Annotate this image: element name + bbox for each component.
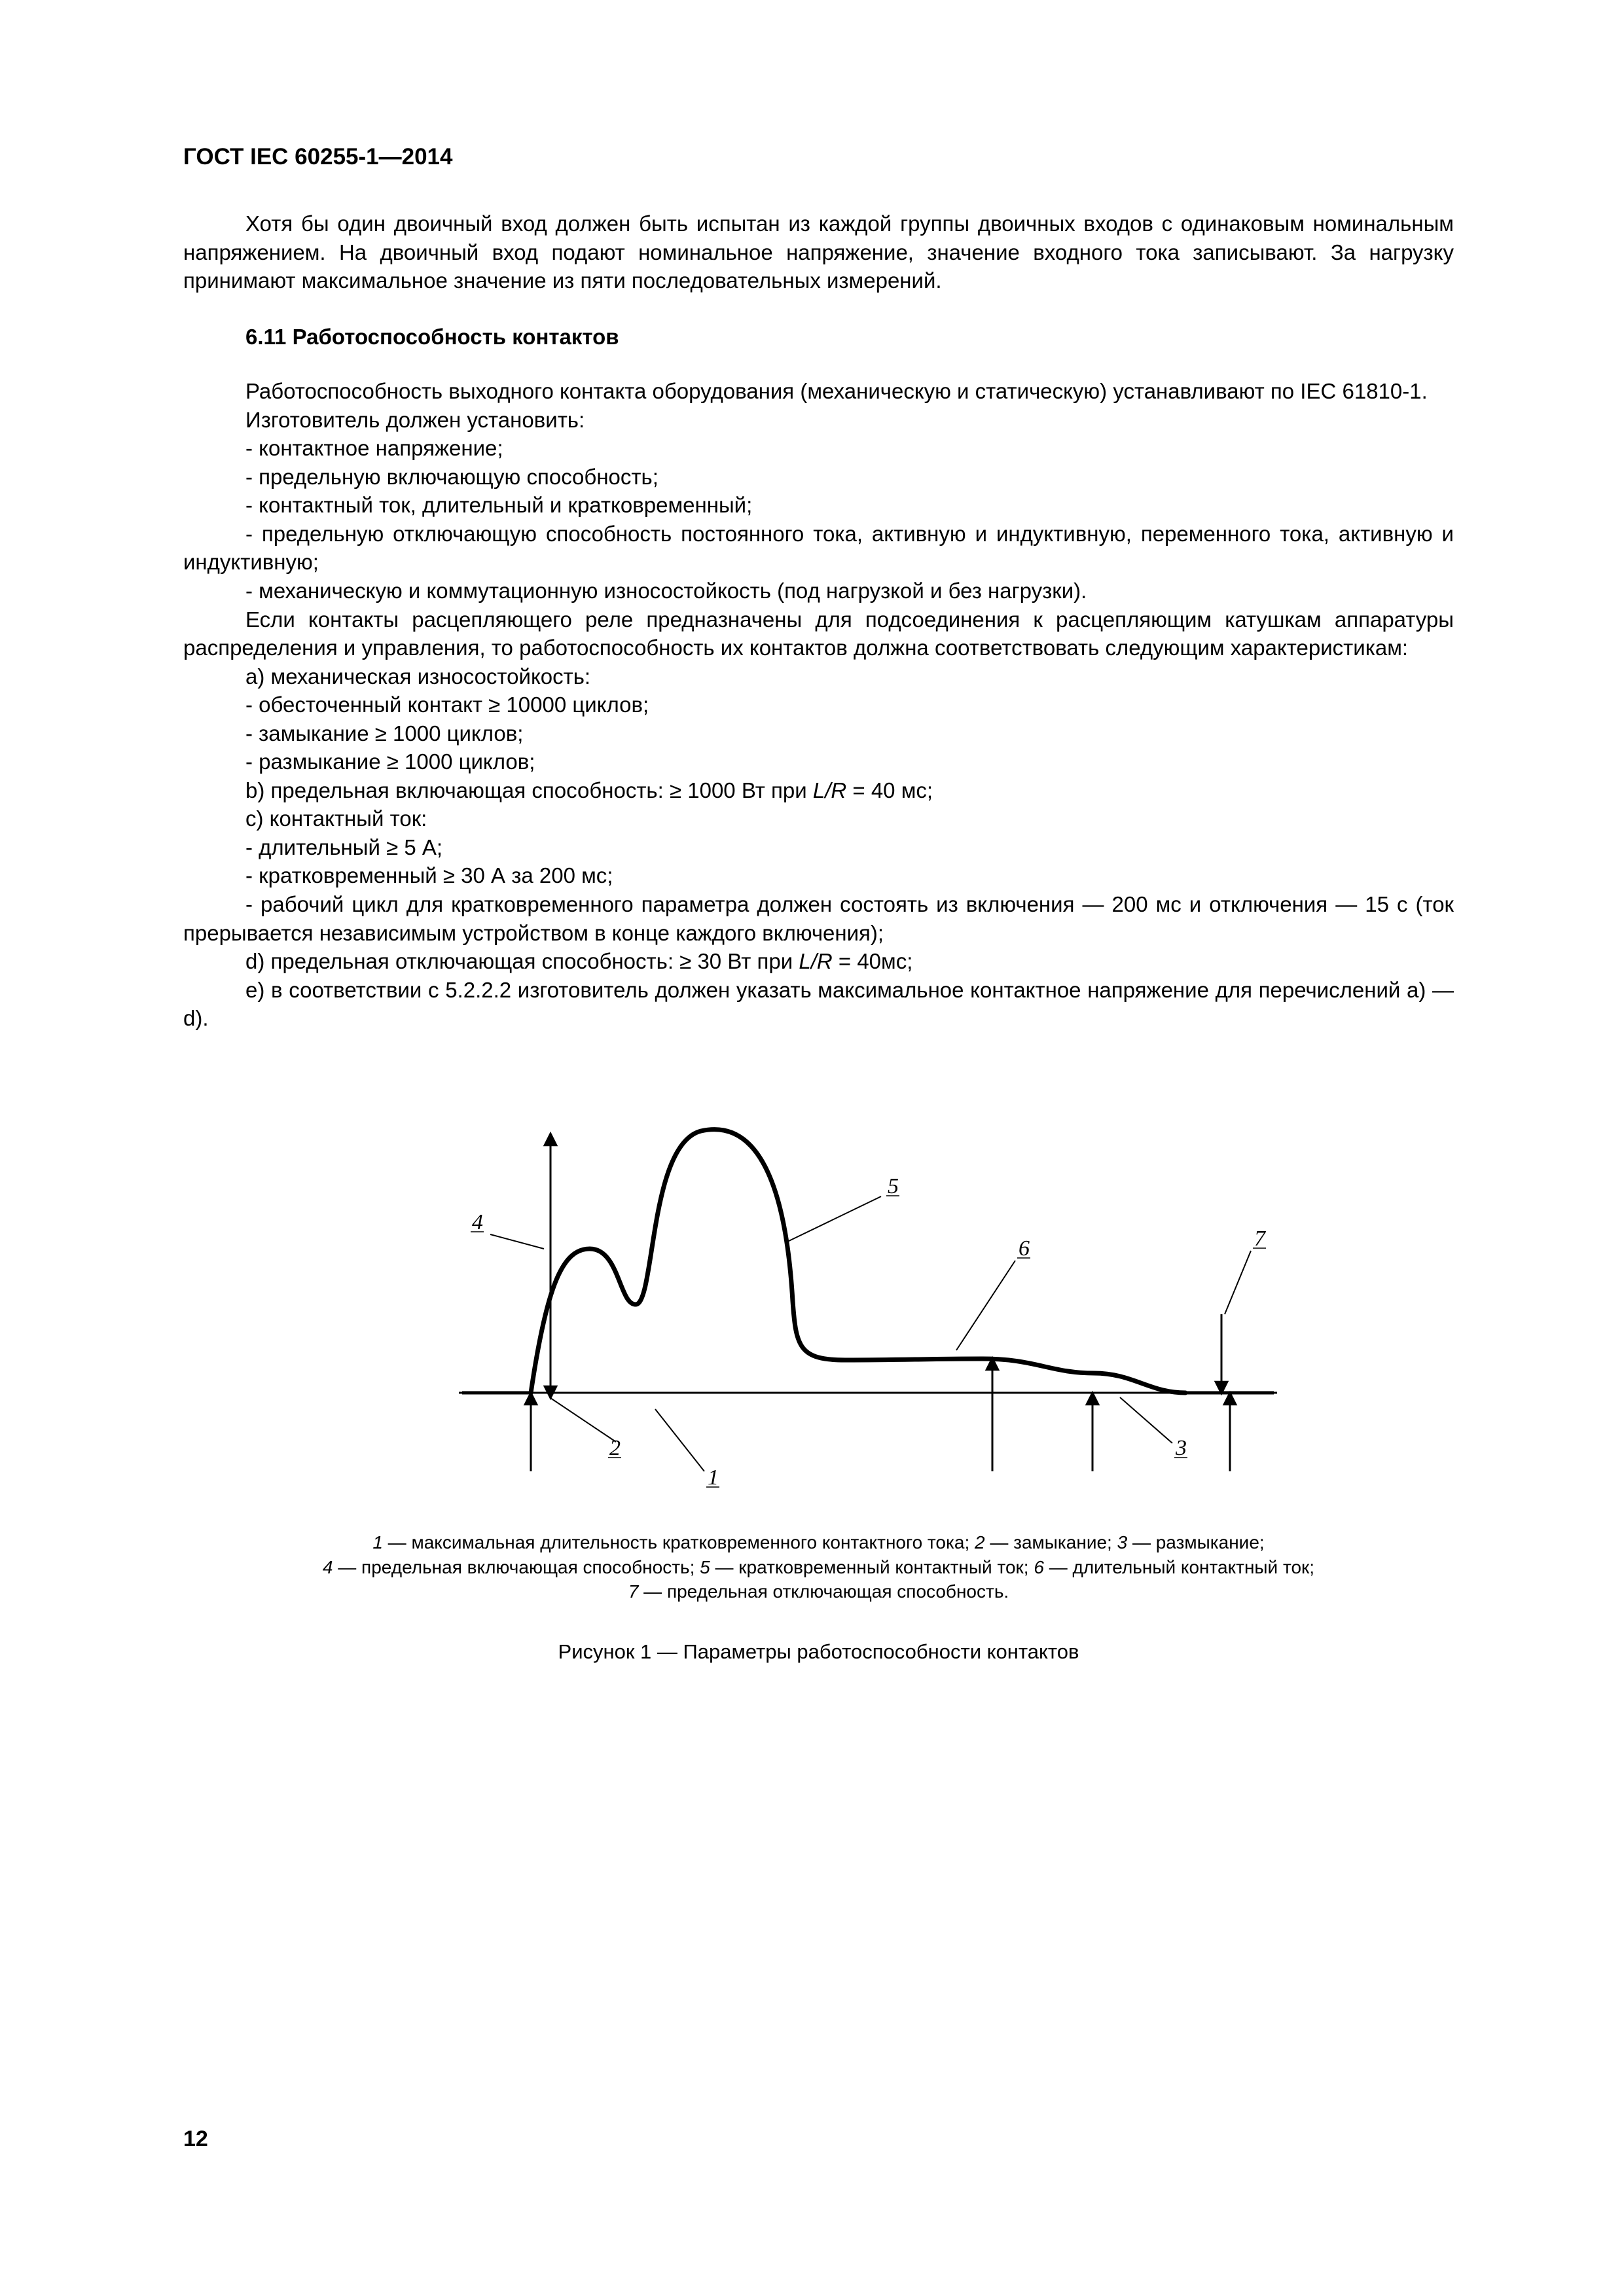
sec-p3: Если контакты расцепляющего реле предназ…	[183, 605, 1454, 662]
item-c: c) контактный ток:	[183, 804, 1454, 833]
legend-4t: — предельная включающая способность;	[333, 1557, 700, 1577]
bullet-3: - контактный ток, длительный и кратковре…	[183, 491, 1454, 520]
section-title: 6.11 Работоспособность контактов	[183, 323, 1454, 351]
svg-text:1: 1	[708, 1465, 719, 1490]
item-d-pre: d) предельная отключающая способность: ≥…	[245, 949, 799, 973]
legend-3n: 3	[1117, 1532, 1128, 1552]
legend-6t: — длительный контактный ток;	[1044, 1557, 1314, 1577]
item-c2: - кратковременный ≥ 30 А за 200 мс;	[183, 861, 1454, 890]
standard-header: ГОСТ IEC 60255-1—2014	[183, 144, 1454, 170]
bullet-4: - предельную отключающую способность пос…	[183, 520, 1454, 577]
intro-para: Хотя бы один двоичный вход должен быть и…	[183, 209, 1454, 295]
item-d: d) предельная отключающая способность: ≥…	[183, 947, 1454, 976]
legend-5n: 5	[700, 1557, 710, 1577]
item-a1: - обесточенный контакт ≥ 10000 циклов;	[183, 691, 1454, 719]
item-a2: - замыкание ≥ 1000 циклов;	[183, 719, 1454, 748]
figure-legend: 1 — максимальная длительность кратковрем…	[183, 1530, 1454, 1604]
item-d-italic: L/R	[799, 949, 832, 973]
item-a: a) механическая износостойкость:	[183, 662, 1454, 691]
legend-1t: — максимальная длительность кратковремен…	[383, 1532, 975, 1552]
svg-text:4: 4	[472, 1210, 483, 1234]
page-number: 12	[183, 2126, 208, 2152]
legend-7n: 7	[628, 1581, 639, 1602]
item-b-pre: b) предельная включающая способность: ≥ …	[245, 778, 813, 802]
figure-title: Рисунок 1 — Параметры работоспособности …	[183, 1640, 1454, 1664]
sec-p1: Работоспособность выходного контакта обо…	[183, 377, 1454, 406]
legend-1n: 1	[372, 1532, 383, 1552]
legend-4n: 4	[323, 1557, 333, 1577]
bullet-1: - контактное напряжение;	[183, 434, 1454, 463]
item-c3: - рабочий цикл для кратковременного пара…	[183, 890, 1454, 947]
svg-text:5: 5	[888, 1174, 899, 1198]
item-b-post: = 40 мс;	[846, 778, 933, 802]
legend-2n: 2	[975, 1532, 985, 1552]
bullet-2: - предельную включающую способность;	[183, 463, 1454, 492]
item-b-italic: L/R	[813, 778, 846, 802]
svg-text:2: 2	[609, 1436, 621, 1460]
item-e: e) в соответствии с 5.2.2.2 изготовитель…	[183, 976, 1454, 1033]
figure-diagram: 1 2 3 4 5 6 7	[328, 1052, 1310, 1511]
item-b: b) предельная включающая способность: ≥ …	[183, 776, 1454, 805]
legend-6n: 6	[1034, 1557, 1044, 1577]
legend-7t: — предельная отключающая способность.	[638, 1581, 1009, 1602]
item-c1: - длительный ≥ 5 А;	[183, 833, 1454, 862]
bullet-5: - механическую и коммутационную износост…	[183, 577, 1454, 605]
item-d-post: = 40мс;	[833, 949, 913, 973]
legend-3t: — размыкание;	[1127, 1532, 1265, 1552]
sec-p2: Изготовитель должен установить:	[183, 406, 1454, 435]
body: Хотя бы один двоичный вход должен быть и…	[183, 209, 1454, 1033]
legend-5t: — кратковременный контактный ток;	[710, 1557, 1034, 1577]
legend-2t: — замыкание;	[985, 1532, 1117, 1552]
svg-text:3: 3	[1175, 1436, 1187, 1460]
page: ГОСТ IEC 60255-1—2014 Хотя бы один двоич…	[0, 0, 1624, 2296]
item-a3: - размыкание ≥ 1000 циклов;	[183, 747, 1454, 776]
svg-text:7: 7	[1254, 1227, 1267, 1251]
svg-text:6: 6	[1019, 1236, 1030, 1261]
